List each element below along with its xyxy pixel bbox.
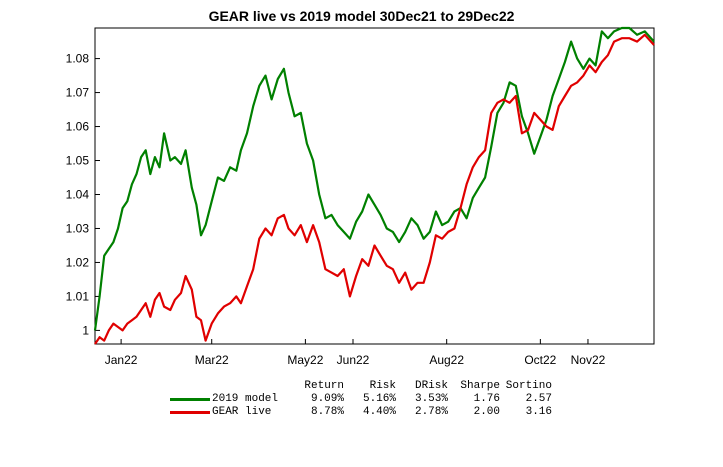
x-tick-label: May22	[287, 353, 323, 367]
x-axis: Jan22 Mar22 May22 Jun22 Aug22 Oct22 Nov22	[105, 339, 606, 367]
chart-title: GEAR live vs 2019 model 30Dec21 to 29Dec…	[208, 8, 515, 24]
header-return: Return	[304, 380, 344, 392]
x-tick-label: Jun22	[337, 353, 370, 367]
live-return: 8.78%	[310, 406, 344, 418]
model-sortino: 2.57	[525, 393, 552, 405]
y-tick-label: 1.03	[66, 221, 90, 235]
y-tick-label: 1.06	[66, 120, 90, 134]
stats-row-model: 2019 model 9.09% 5.16% 3.53% 1.76 2.57	[170, 393, 552, 406]
model-risk: 5.16%	[362, 393, 396, 405]
y-tick-label: 1.08	[66, 52, 90, 66]
y-tick-label: 1.07	[66, 86, 90, 100]
header-sharpe: Sharpe	[460, 380, 500, 392]
x-tick-label: Jan22	[105, 353, 138, 367]
stats-table: Return Risk DRisk Sharpe Sortino 2019 mo…	[170, 380, 552, 419]
x-tick-label: Aug22	[429, 353, 464, 367]
model-return: 9.09%	[310, 393, 344, 405]
series-line-gear-live	[94, 33, 655, 345]
header-sortino: Sortino	[505, 380, 552, 392]
legend-swatch-live	[170, 411, 210, 414]
legend-swatch-model	[170, 398, 210, 401]
y-tick-label: 1.02	[66, 255, 90, 269]
legend-label-model: 2019 model	[212, 393, 279, 405]
model-drisk: 3.53%	[414, 393, 448, 405]
series-line-2019-model	[93, 26, 655, 331]
stats-row-live: GEAR live 8.78% 4.40% 2.78% 2.00 3.16	[170, 406, 552, 419]
model-sharpe: 1.76	[473, 393, 500, 405]
header-risk: Risk	[369, 380, 396, 392]
legend-label-live: GEAR live	[212, 406, 272, 418]
stats-header-row: Return Risk DRisk Sharpe Sortino	[170, 380, 552, 393]
x-tick-label: Oct22	[524, 353, 556, 367]
y-axis: 1 1.01 1.02 1.03 1.04 1.05 1.06 1.07 1.08	[66, 52, 100, 337]
header-drisk: DRisk	[414, 380, 448, 392]
y-tick-label: 1.05	[66, 154, 90, 168]
y-tick-label: 1.04	[66, 187, 90, 201]
live-drisk: 2.78%	[414, 406, 448, 418]
x-tick-label: Mar22	[195, 353, 229, 367]
live-sharpe: 2.00	[473, 406, 500, 418]
y-tick-label: 1.01	[66, 289, 90, 303]
series-layer	[93, 26, 655, 345]
y-tick-label: 1	[82, 323, 89, 337]
live-risk: 4.40%	[362, 406, 396, 418]
line-chart: Jan22 Mar22 May22 Jun22 Aug22 Oct22 Nov22 1 1.0…	[66, 26, 655, 367]
live-sortino: 3.16	[525, 406, 552, 418]
plot-frame	[94, 27, 655, 345]
x-tick-label: Nov22	[571, 353, 606, 367]
